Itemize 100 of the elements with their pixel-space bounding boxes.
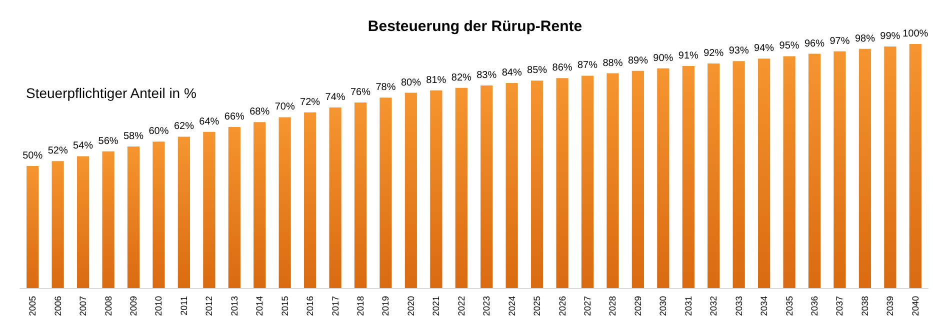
data-label: 66% (224, 111, 245, 122)
data-label: 92% (704, 48, 724, 60)
bar (127, 146, 140, 288)
bar (178, 136, 190, 288)
bar (682, 66, 694, 288)
bar (102, 151, 114, 288)
bar (304, 112, 316, 288)
x-tick-label: 2007 (78, 296, 88, 316)
x-tick-label: 2013 (229, 296, 240, 316)
x-tick-label: 2015 (280, 296, 290, 316)
bar (808, 54, 821, 288)
x-tick-label: 2023 (482, 296, 492, 316)
data-label: 60% (148, 126, 169, 138)
bar (657, 68, 670, 288)
data-label: 97% (830, 36, 850, 47)
bar (329, 107, 342, 288)
bar (531, 80, 544, 288)
bar (77, 156, 90, 288)
data-label: 91% (678, 50, 699, 62)
bar (632, 70, 644, 288)
bar (228, 126, 240, 288)
bar (404, 92, 417, 288)
x-tick-label: 2018 (356, 296, 366, 316)
x-tick-label: 2017 (330, 296, 340, 316)
x-tick-label: 2025 (532, 296, 542, 316)
x-tick-label: 2026 (557, 296, 568, 316)
bar (278, 117, 291, 288)
chart-title: Besteuerung der Rürup-Rente (368, 18, 582, 35)
x-tick-label: 2008 (103, 296, 114, 316)
data-label: 70% (274, 102, 295, 113)
data-label: 96% (804, 38, 825, 50)
data-label: 99% (880, 30, 900, 42)
bar (455, 88, 468, 288)
data-label: 85% (527, 65, 548, 76)
bar (380, 98, 392, 288)
bar (581, 76, 594, 288)
data-label: 98% (854, 33, 876, 44)
x-tick-label: 2032 (708, 296, 719, 316)
bar (708, 64, 720, 288)
data-label: 88% (602, 58, 623, 69)
data-label: 82% (451, 72, 472, 84)
x-tick-label: 2010 (154, 296, 164, 316)
data-label: 68% (250, 106, 270, 118)
x-tick-label: 2029 (632, 296, 643, 316)
data-label: 80% (400, 77, 422, 88)
data-label: 83% (476, 70, 497, 81)
bar (480, 85, 493, 288)
data-label: 87% (577, 60, 598, 72)
data-label: 94% (754, 43, 774, 54)
bar (430, 90, 442, 288)
bar (26, 166, 39, 288)
bar (52, 161, 64, 288)
x-tick-label: 2036 (810, 296, 820, 316)
bar (254, 122, 266, 288)
data-label: 89% (628, 55, 648, 66)
data-label: 84% (502, 68, 522, 79)
x-tick-label: 2014 (254, 296, 265, 316)
x-tick-label: 2011 (178, 296, 189, 316)
x-tick-label: 2028 (608, 296, 618, 316)
data-label: 62% (174, 121, 194, 132)
bar (732, 61, 745, 288)
data-label: 78% (376, 82, 396, 94)
data-label: 76% (350, 87, 371, 98)
x-tick-label: 2020 (406, 296, 416, 316)
data-label: 86% (552, 62, 572, 74)
x-tick-label: 2019 (380, 296, 391, 316)
x-tick-label: 2009 (128, 296, 138, 316)
x-tick-label: 2035 (784, 296, 794, 316)
x-tick-label: 2031 (683, 296, 694, 316)
data-label: 72% (300, 96, 320, 108)
x-tick-label: 2039 (885, 296, 896, 316)
data-label: 74% (325, 92, 346, 103)
data-label: 54% (73, 140, 94, 152)
bar (152, 142, 165, 288)
x-tick-label: 2037 (834, 296, 845, 316)
x-tick-label: 2034 (759, 296, 770, 316)
data-label: 64% (199, 116, 220, 128)
x-tick-label: 2022 (456, 296, 466, 316)
bar (758, 58, 770, 288)
data-label: 58% (123, 130, 144, 142)
x-tick-label: 2027 (582, 296, 592, 316)
data-label: 100% (902, 28, 928, 40)
bar (858, 48, 871, 288)
x-tick-label: 2033 (734, 296, 744, 316)
x-tick-label: 2040 (910, 296, 920, 316)
bar (606, 73, 619, 288)
x-tick-label: 2016 (305, 296, 316, 316)
data-label: 93% (728, 46, 749, 57)
bar (506, 83, 518, 288)
bar (909, 44, 922, 288)
data-label: 56% (98, 136, 118, 147)
y-axis-title: Steuerpflichtiger Anteil in % (26, 85, 196, 101)
x-tick-label: 2024 (506, 296, 517, 316)
data-label: 52% (48, 146, 68, 157)
x-tick-label: 2006 (52, 296, 63, 316)
bar (203, 132, 216, 288)
bar (884, 46, 896, 288)
data-label: 95% (779, 40, 800, 52)
data-label: 50% (22, 150, 43, 162)
x-tick-label: 2005 (28, 296, 38, 316)
